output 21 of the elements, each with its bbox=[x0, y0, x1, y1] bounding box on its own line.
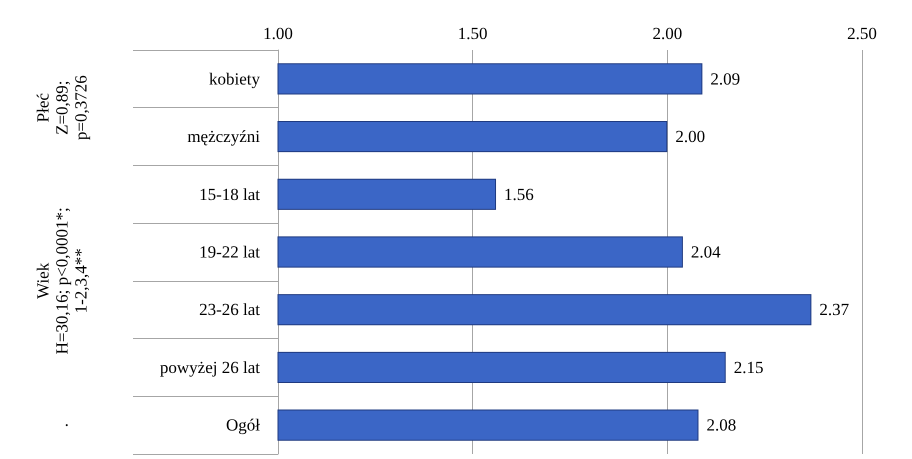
y-tick-label: mężczyźni bbox=[187, 127, 260, 146]
data-label: 2.00 bbox=[675, 127, 706, 146]
y-tick-label: powyżej 26 lat bbox=[160, 358, 260, 377]
data-label: 2.15 bbox=[734, 358, 764, 377]
x-tick-label: 1.00 bbox=[263, 24, 293, 43]
y-tick-label: Ogół bbox=[226, 416, 260, 435]
text: Płeć Z=0,89; p=0,3726 bbox=[34, 75, 90, 140]
data-label: 2.08 bbox=[706, 416, 736, 435]
y-tick-label: 15-18 lat bbox=[199, 184, 260, 204]
x-tick-label: 2.50 bbox=[847, 24, 877, 43]
x-tick-label: 2.00 bbox=[652, 24, 682, 43]
text: Wiek H=30,16; p<0,0001*; 1-2,3,4** bbox=[34, 207, 90, 354]
x-tick-label: 1.50 bbox=[458, 24, 488, 43]
data-label: 2.37 bbox=[819, 300, 850, 320]
data-label: 2.04 bbox=[690, 242, 722, 262]
data-label: 1.56 bbox=[504, 184, 534, 204]
text: . bbox=[52, 423, 72, 428]
y-tick-label: 19-22 lat bbox=[199, 242, 260, 262]
y-tick-label: kobiety bbox=[209, 69, 260, 88]
data-label: 2.09 bbox=[710, 69, 740, 88]
y-tick-label: 23-26 lat bbox=[199, 300, 260, 320]
